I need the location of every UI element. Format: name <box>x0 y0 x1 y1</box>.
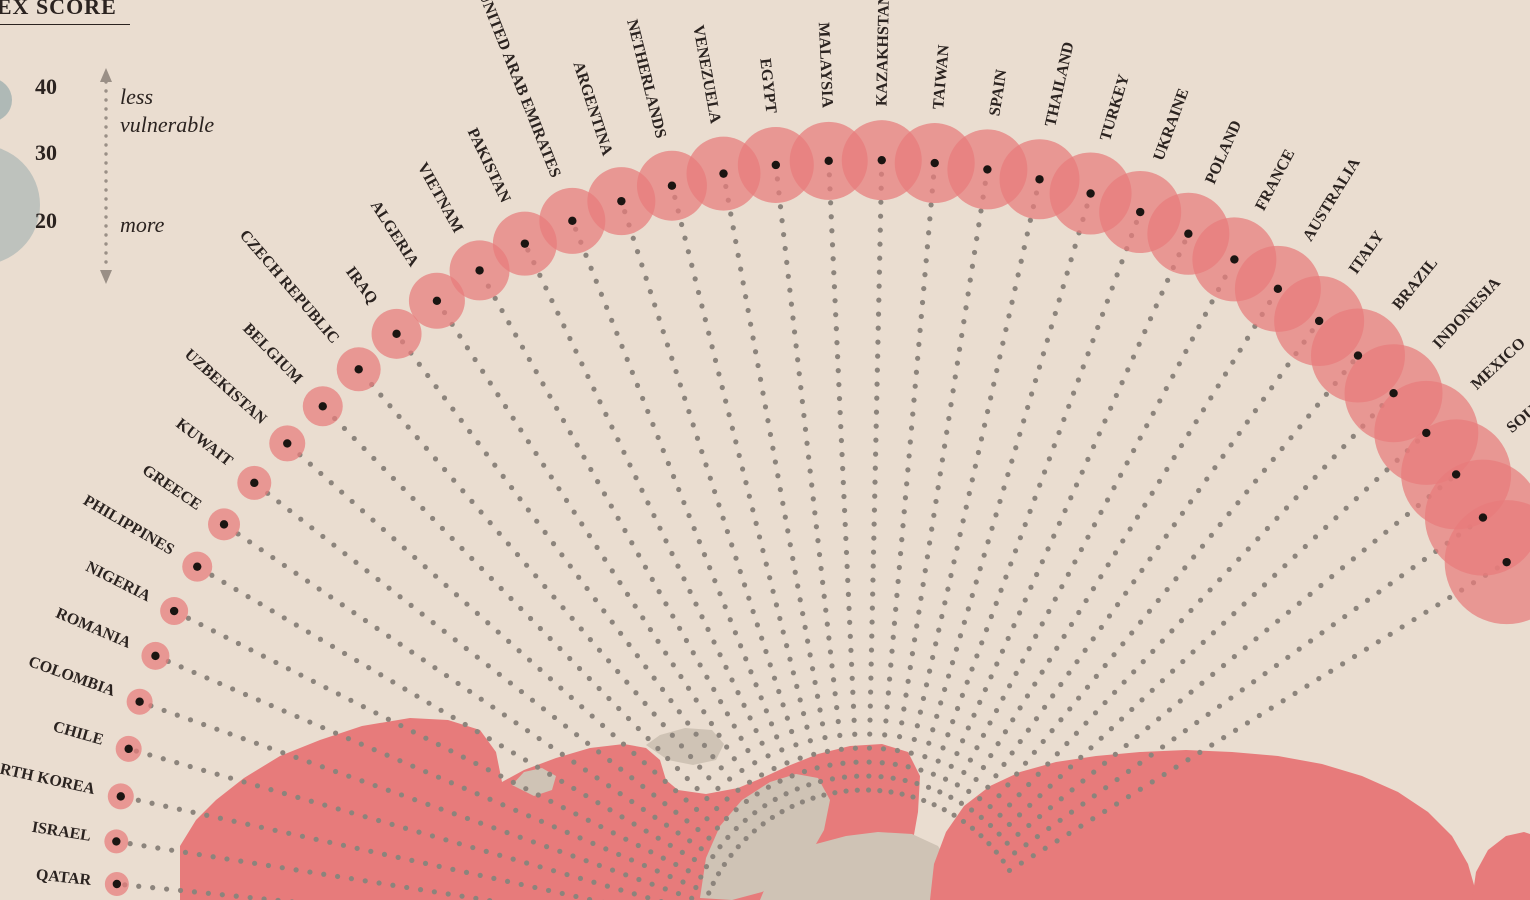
country-dot <box>433 297 441 305</box>
country-dot <box>719 169 727 177</box>
legend-title: DEX SCORE <box>0 0 117 20</box>
country-dot <box>1479 513 1487 521</box>
legend-anno-more: more <box>120 212 165 237</box>
country-dot <box>112 837 120 845</box>
country-dot <box>170 607 178 615</box>
country-label: KAZAKHSTAN <box>874 0 893 106</box>
country-dot <box>250 479 258 487</box>
country-dot <box>668 182 676 190</box>
country-dot <box>825 157 833 165</box>
legend-tick: 30 <box>35 140 57 165</box>
legend-tick: 20 <box>35 208 57 233</box>
country-dot <box>354 365 362 373</box>
legend-rule <box>0 24 130 25</box>
country-dot <box>521 239 529 247</box>
country-dot <box>135 698 143 706</box>
country-dot <box>1502 558 1510 566</box>
country-dot <box>1389 389 1397 397</box>
country-dot <box>1274 285 1282 293</box>
country-dot <box>568 217 576 225</box>
infographic-stage: 403020lessvulnerablemoreBELARUSAUSTRIAQA… <box>0 0 1530 900</box>
country-dot <box>283 439 291 447</box>
country-dot <box>1452 470 1460 478</box>
country-dot <box>772 161 780 169</box>
country-dot <box>220 520 228 528</box>
legend-anno-vulnerable: vulnerable <box>120 112 214 137</box>
infographic-svg: 403020lessvulnerablemoreBELARUSAUSTRIAQA… <box>0 0 1530 900</box>
country-dot <box>193 562 201 570</box>
country-dot <box>113 880 121 888</box>
legend-anno-less: less <box>120 84 153 109</box>
country-dot <box>1136 208 1144 216</box>
country-dot <box>617 197 625 205</box>
country-dot <box>319 402 327 410</box>
country-dot <box>117 792 125 800</box>
country-dot <box>1354 351 1362 359</box>
country-dot <box>878 156 886 164</box>
country-dot <box>1422 429 1430 437</box>
country-dot <box>124 745 132 753</box>
country-dot <box>392 330 400 338</box>
country-dot <box>475 266 483 274</box>
country-dot <box>151 652 159 660</box>
country-dot <box>983 165 991 173</box>
country-dot <box>1086 189 1094 197</box>
country-dot <box>931 159 939 167</box>
country-dot <box>1184 230 1192 238</box>
legend-tick: 40 <box>35 74 57 99</box>
country-dot <box>1035 175 1043 183</box>
country-dot <box>1230 255 1238 263</box>
country-dot <box>1315 317 1323 325</box>
